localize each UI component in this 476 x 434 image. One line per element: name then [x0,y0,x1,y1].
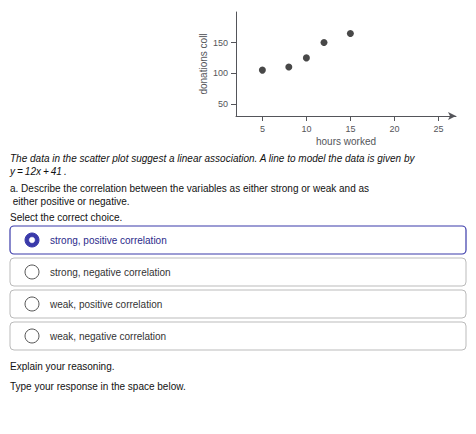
svg-text:y = 12x + 41 .: y = 12x + 41 . [9,166,67,177]
svg-text:either positive or negative.: either positive or negative. [10,196,130,207]
svg-text:strong, positive correlation: strong, positive correlation [50,235,167,246]
svg-text:50: 50 [218,99,228,109]
svg-text:The data in the scatter plot s: The data in the scatter plot suggest a l… [10,153,417,164]
svg-text:15: 15 [345,124,355,134]
svg-text:Explain your reasoning.: Explain your reasoning. [10,361,115,372]
svg-text:Select the correct choice.: Select the correct choice. [10,212,122,223]
svg-text:a. Describe the correlation be: a. Describe the correlation between the … [10,183,369,194]
svg-text:weak, negative correlation: weak, negative correlation [49,331,166,342]
svg-text:strong, negative correlation: strong, negative correlation [50,267,171,278]
svg-text:weak, positive correlation: weak, positive correlation [49,299,162,310]
svg-text:25: 25 [433,124,443,134]
svg-text:150: 150 [213,38,228,48]
svg-text:5: 5 [260,124,265,134]
svg-text:20: 20 [389,124,399,134]
svg-text:10: 10 [301,124,311,134]
svg-text:Type your response in the spac: Type your response in the space below. [10,381,186,392]
svg-text:100: 100 [213,68,228,78]
svg-text:hours worked: hours worked [316,136,376,147]
svg-text:donations coll: donations coll [198,33,209,94]
